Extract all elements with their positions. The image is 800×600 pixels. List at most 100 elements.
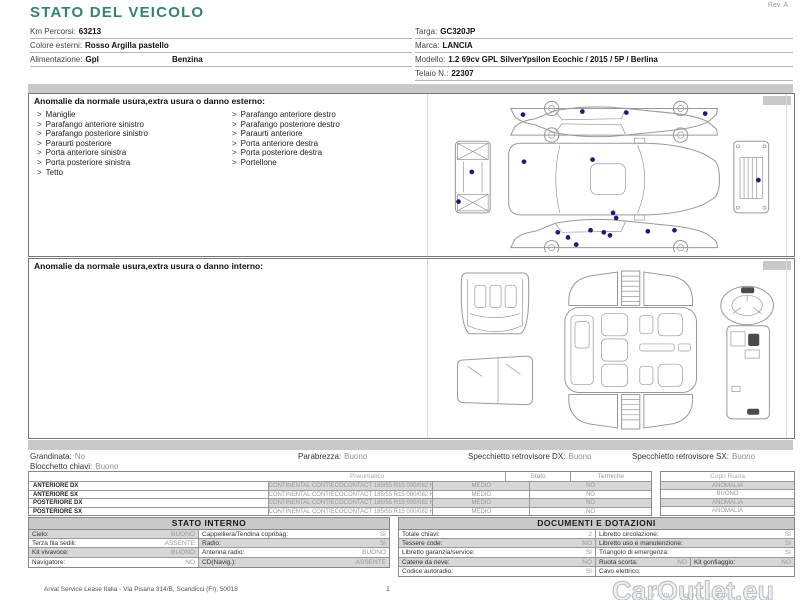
field-label: Libretto garanzia/service:: [402, 549, 475, 557]
list-item: > Parafango anteriore destro: [232, 110, 340, 120]
anomaly-label: Maniglie: [45, 110, 76, 119]
field-value: SI: [784, 540, 791, 548]
table-row: Totale chiavi: 2 Libretto circolazione: SI: [399, 530, 794, 540]
check-blocchetto-chiavi: Blocchetto chiavi: Buono: [30, 462, 118, 471]
field-label: Libretto circolazione:: [599, 531, 659, 538]
tyre-row: POSTERIORE SX CONTINENTAL CONTIECOCONTAC…: [29, 506, 651, 515]
section-title: Anomalie da normale usura,extra usura o …: [34, 261, 264, 271]
check-label: Blocchetto chiavi:: [30, 462, 93, 471]
field-label: Cappelliera/Tendina copribag:: [202, 531, 289, 538]
arrow-bullet-icon: >: [37, 110, 42, 119]
info-row: Marca: LANCIA: [415, 39, 793, 53]
copri-value: ANOMALIA: [661, 480, 794, 489]
arrow-bullet-icon: >: [37, 157, 42, 167]
info-value: 1.2 69cv GPL SilverYpsilon Ecochic / 201…: [448, 55, 658, 64]
tyre-position: POSTERIORE SX: [29, 506, 269, 515]
check-value: No: [74, 452, 86, 461]
info-value: 63213: [78, 27, 102, 36]
anomaly-label: Porta anteriore sinistra: [45, 148, 127, 158]
copri-value: BUONO: [661, 489, 794, 498]
field-value: ASSENTE: [164, 540, 195, 548]
exterior-damage-diagram: [454, 100, 770, 252]
field-value: SI: [379, 531, 386, 538]
exterior-anomalies-section: Anomalie da normale usura,extra usura o …: [28, 93, 795, 257]
list-item: > Parafango posteriore destro: [232, 120, 340, 130]
tyre-termiche: NO: [530, 498, 651, 507]
list-item: > Parafango anteriore sinistro: [37, 120, 148, 130]
anomaly-label: Parafango posteriore sinistro: [45, 129, 148, 139]
list-item: > Parafango posteriore sinistro: [37, 129, 148, 139]
divider-band: [28, 440, 793, 450]
vehicle-info-left: Km Percorsi: 63213 Colore esterni: Rosso A…: [30, 25, 412, 67]
info-value: Gpl: [85, 55, 99, 64]
check-value: Buono: [731, 452, 756, 461]
interior-anomalies-section: Anomalie da normale usura,extra usura o …: [28, 258, 795, 439]
arrow-bullet-icon: >: [37, 129, 42, 139]
table-row: Tessere code: NO Libretto uso e manutenzi…: [399, 539, 794, 549]
field-value: SI: [784, 531, 791, 538]
revision-label: Rev. A: [767, 2, 788, 9]
tyre-position: ANTERIORE SX: [29, 489, 269, 498]
section-divider: [786, 259, 787, 438]
page-title: STATO DEL VEICOLO: [30, 4, 205, 21]
list-item: > Paraurti posteriore: [37, 139, 148, 149]
arrow-bullet-icon: >: [37, 167, 42, 177]
field-label: Ruota scorta:: [599, 558, 638, 566]
info-label: Colore esterni:: [30, 41, 83, 50]
tyre-table-header: Pneumatico Stato Termiche: [29, 472, 651, 481]
list-item: > Porta posteriore destra: [232, 148, 340, 158]
tyre-row: ANTERIORE SX CONTINENTAL CONTIECOCONTACT…: [29, 489, 651, 498]
field-label: Antenna radio:: [202, 549, 245, 557]
field-label: Kit vivavoce:: [32, 549, 69, 557]
page-number: 1: [386, 586, 390, 593]
check-value: Buono: [95, 462, 119, 471]
section-title: Anomalie da normale usura,extra usura o …: [34, 96, 265, 106]
anomaly-label: Parafango anteriore destro: [240, 110, 336, 119]
arrow-bullet-icon: >: [232, 138, 237, 148]
damage-markers: [456, 109, 761, 247]
info-value: LANCIA: [442, 41, 473, 50]
table-row: Libretto garanzia/service: SI Triangolo d…: [399, 548, 794, 558]
tyre-row: POSTERIORE DX CONTINENTAL CONTIECOCONTAC…: [29, 498, 651, 507]
field-label: Cavo elettrico:: [599, 567, 641, 575]
info-label: Telaio N.:: [415, 69, 449, 78]
copri-value: ANOMALIA: [661, 506, 794, 515]
info-row: Alimentazione: Gpl Benzina: [30, 53, 412, 67]
tyre-stato: MEDIO: [433, 498, 531, 507]
field-value: NO: [185, 558, 195, 566]
field-value: SI: [585, 549, 592, 557]
info-row: Modello: 1.2 69cv GPL SilverYpsilon Ecoch…: [415, 53, 793, 67]
field-value: SI: [379, 540, 386, 548]
field-label: Catene da neve:: [402, 558, 450, 566]
field-value: NO: [582, 540, 592, 548]
table-row: Catene da neve: NO Ruota scorta: NO Kit go…: [399, 557, 794, 567]
table-title: STATO INTERNO: [29, 518, 389, 530]
tyre-spec: CONTINENTAL CONTIECOCONTACT 185/55 R15 0…: [268, 481, 434, 490]
check-value: Buono: [568, 452, 592, 461]
list-item: > Paraurti anteriore: [232, 129, 340, 139]
info-label: Marca:: [415, 41, 440, 50]
anomaly-label: Porta anteriore destra: [240, 138, 319, 148]
tyre-table: Pneumatico Stato Termiche ANTERIORE DX C…: [28, 471, 652, 516]
field-value: NO: [781, 558, 791, 566]
anomaly-list-left: > Maniglie > Parafango anteriore sinistro …: [37, 110, 148, 177]
arrow-bullet-icon: >: [232, 110, 237, 119]
section-divider: [427, 94, 428, 256]
tyre-row: ANTERIORE DX CONTINENTAL CONTIECOCONTACT…: [29, 481, 651, 490]
arrow-bullet-icon: >: [37, 138, 42, 148]
tyre-termiche: NO: [530, 481, 651, 490]
info-label: Alimentazione:: [30, 55, 83, 64]
footer-id-code: ID ruf9.0, 2cd844 , 0c420u: [648, 593, 732, 599]
field-value: SI: [585, 567, 592, 575]
field-label: Navigatore:: [32, 558, 66, 566]
field-label: Terza fila sedili:: [32, 540, 77, 548]
list-item: > Portellone: [232, 158, 340, 168]
field-label: Codice autoradio:: [402, 567, 453, 575]
check-label: Specchietto retrovisore DX:: [468, 452, 566, 461]
anomaly-label: Tetto: [45, 167, 64, 177]
check-grandinata: Grandinata: No: [30, 452, 85, 461]
field-value: NO: [677, 558, 687, 566]
field-value: BUONO: [171, 531, 195, 538]
anomaly-label: Portellone: [240, 157, 277, 167]
